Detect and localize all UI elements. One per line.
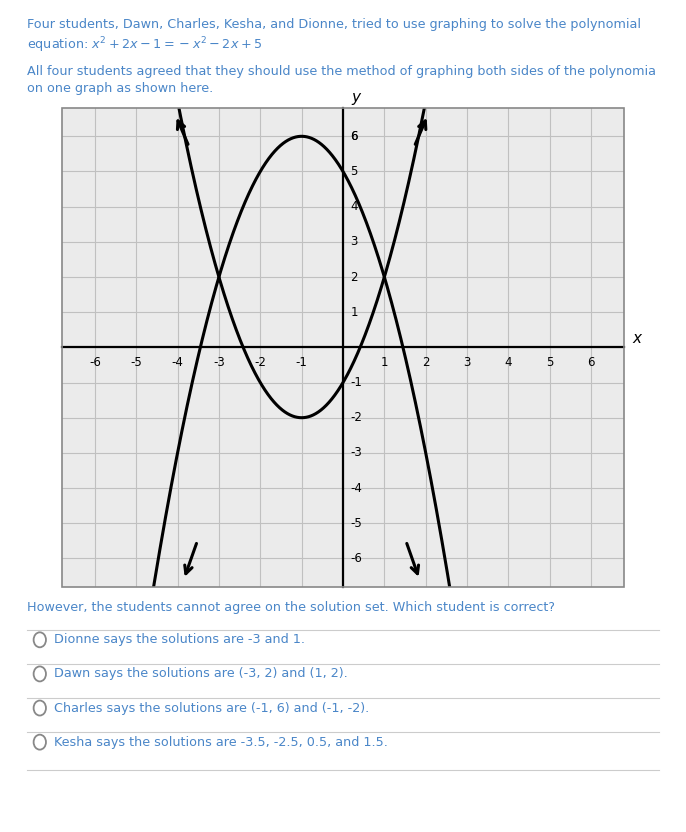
Text: -1: -1: [351, 376, 362, 389]
Text: y: y: [351, 90, 360, 105]
Text: -3: -3: [351, 447, 362, 459]
Text: -3: -3: [213, 356, 225, 369]
Text: 2: 2: [422, 356, 429, 369]
Text: equation: $x^2 + 2x - 1 = -x^2 - 2x + 5$: equation: $x^2 + 2x - 1 = -x^2 - 2x + 5$: [27, 35, 263, 55]
Text: -1: -1: [296, 356, 307, 369]
Text: 1: 1: [351, 305, 358, 319]
Text: 4: 4: [351, 201, 358, 213]
Text: 6: 6: [587, 356, 595, 369]
Text: -5: -5: [351, 517, 362, 530]
Text: -2: -2: [255, 356, 266, 369]
Text: -4: -4: [351, 482, 362, 494]
Text: -2: -2: [351, 411, 362, 424]
Text: 5: 5: [351, 165, 358, 178]
Text: Dionne says the solutions are -3 and 1.: Dionne says the solutions are -3 and 1.: [54, 633, 305, 646]
Text: 6: 6: [351, 130, 358, 143]
Text: 6: 6: [351, 130, 358, 143]
Text: -4: -4: [172, 356, 183, 369]
Text: 1: 1: [381, 356, 388, 369]
Text: Kesha says the solutions are -3.5, -2.5, 0.5, and 1.5.: Kesha says the solutions are -3.5, -2.5,…: [54, 735, 388, 749]
Text: -5: -5: [130, 356, 142, 369]
Text: 2: 2: [351, 270, 358, 284]
Text: -6: -6: [89, 356, 101, 369]
Text: 4: 4: [505, 356, 512, 369]
Text: Charles says the solutions are (-1, 6) and (-1, -2).: Charles says the solutions are (-1, 6) a…: [54, 701, 369, 715]
Text: on one graph as shown here.: on one graph as shown here.: [27, 82, 214, 95]
Text: Four students, Dawn, Charles, Kesha, and Dionne, tried to use graphing to solve : Four students, Dawn, Charles, Kesha, and…: [27, 18, 641, 32]
Bar: [62, 108, 624, 587]
Text: However, the students cannot agree on the solution set. Which student is correct: However, the students cannot agree on th…: [27, 601, 556, 614]
Text: All four students agreed that they should use the method of graphing both sides : All four students agreed that they shoul…: [27, 65, 657, 78]
Text: -6: -6: [351, 552, 362, 565]
Text: Dawn says the solutions are (-3, 2) and (1, 2).: Dawn says the solutions are (-3, 2) and …: [54, 667, 347, 681]
Text: 3: 3: [351, 235, 358, 248]
Text: x: x: [632, 331, 641, 346]
Text: 3: 3: [464, 356, 471, 369]
Text: 5: 5: [546, 356, 554, 369]
